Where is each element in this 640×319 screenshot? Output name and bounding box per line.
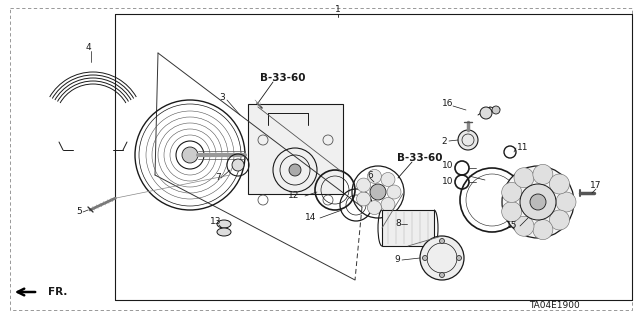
Text: 17: 17 xyxy=(590,182,602,190)
Circle shape xyxy=(440,272,445,278)
Circle shape xyxy=(502,182,522,203)
Text: 1: 1 xyxy=(335,5,341,14)
Text: B-33-60: B-33-60 xyxy=(397,153,443,163)
Circle shape xyxy=(232,159,244,171)
Text: 6: 6 xyxy=(367,170,373,180)
Text: 13: 13 xyxy=(211,218,221,226)
Text: 11: 11 xyxy=(517,144,529,152)
Circle shape xyxy=(370,184,386,200)
Text: 9: 9 xyxy=(394,256,400,264)
Polygon shape xyxy=(382,210,434,246)
Text: 10: 10 xyxy=(442,177,454,187)
Text: B-33-60: B-33-60 xyxy=(260,73,306,83)
Circle shape xyxy=(556,192,576,212)
Text: 2: 2 xyxy=(441,137,447,145)
Circle shape xyxy=(182,147,198,163)
Circle shape xyxy=(520,184,556,220)
Circle shape xyxy=(502,166,574,238)
Text: 16: 16 xyxy=(442,99,454,108)
Circle shape xyxy=(458,130,478,150)
Circle shape xyxy=(420,236,464,280)
Circle shape xyxy=(530,194,546,210)
Text: 10: 10 xyxy=(442,161,454,170)
Text: FR.: FR. xyxy=(48,287,67,297)
Text: 12: 12 xyxy=(288,191,300,201)
Text: 7: 7 xyxy=(215,174,221,182)
Circle shape xyxy=(367,169,381,183)
Circle shape xyxy=(514,216,534,236)
Circle shape xyxy=(492,106,500,114)
Circle shape xyxy=(533,164,553,184)
Circle shape xyxy=(289,164,301,176)
Circle shape xyxy=(514,168,534,188)
Circle shape xyxy=(480,107,492,119)
Circle shape xyxy=(440,239,445,243)
Text: 3: 3 xyxy=(219,93,225,101)
Circle shape xyxy=(356,178,371,192)
Text: 4: 4 xyxy=(85,42,91,51)
Circle shape xyxy=(356,192,371,206)
Text: 14: 14 xyxy=(305,213,317,222)
Circle shape xyxy=(381,173,395,187)
Circle shape xyxy=(502,202,522,222)
Circle shape xyxy=(387,185,401,199)
Circle shape xyxy=(381,197,395,211)
Ellipse shape xyxy=(217,220,231,228)
Circle shape xyxy=(533,219,553,240)
Polygon shape xyxy=(248,104,343,194)
Circle shape xyxy=(550,210,570,230)
Circle shape xyxy=(367,201,381,215)
Circle shape xyxy=(422,256,428,261)
Circle shape xyxy=(550,174,570,194)
Text: 15: 15 xyxy=(506,221,518,231)
Text: 8: 8 xyxy=(395,219,401,228)
Ellipse shape xyxy=(217,228,231,236)
Text: TA04E1900: TA04E1900 xyxy=(529,300,579,309)
Text: 5: 5 xyxy=(76,207,82,217)
Circle shape xyxy=(456,256,461,261)
